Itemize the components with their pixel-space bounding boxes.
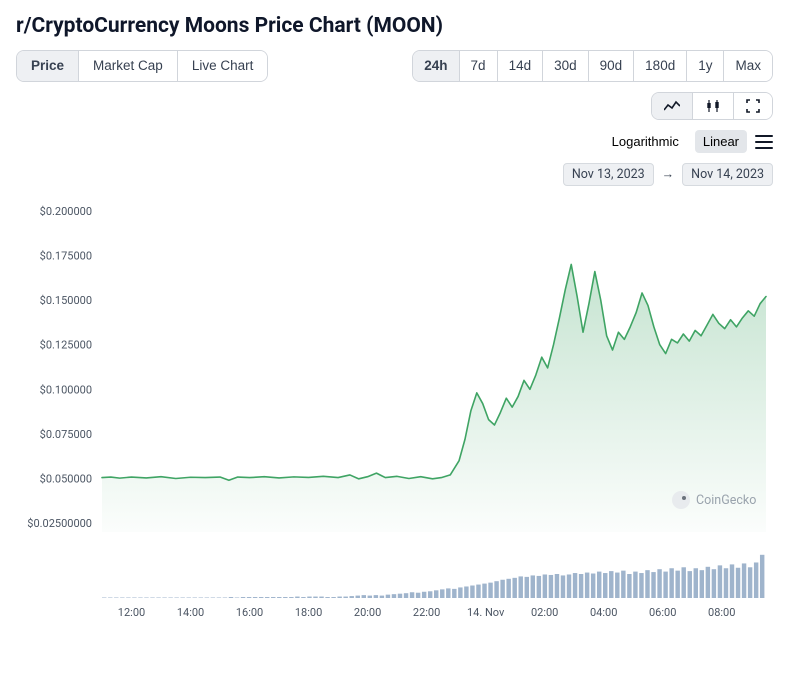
svg-text:$0.125000: $0.125000 <box>40 339 92 352</box>
toolbar: PriceMarket CapLive Chart 24h7d14d30d90d… <box>16 50 773 82</box>
coingecko-logo: CoinGecko <box>672 491 756 509</box>
date-range: Nov 13, 2023 → Nov 14, 2023 <box>563 163 773 186</box>
svg-text:CoinGecko: CoinGecko <box>696 493 756 508</box>
svg-text:$0.02500000: $0.02500000 <box>27 517 92 530</box>
date-from[interactable]: Nov 13, 2023 <box>563 163 654 186</box>
svg-text:12:00: 12:00 <box>118 606 145 619</box>
svg-text:04:00: 04:00 <box>590 606 617 619</box>
svg-text:02:00: 02:00 <box>531 606 558 619</box>
candlestick-icon[interactable] <box>693 93 734 119</box>
svg-text:14:00: 14:00 <box>177 606 204 619</box>
view-tab-live-chart[interactable]: Live Chart <box>178 51 268 81</box>
chart-style-group <box>651 92 773 120</box>
timeframe-90d[interactable]: 90d <box>589 51 635 81</box>
view-tab-market-cap[interactable]: Market Cap <box>79 51 178 81</box>
svg-text:$0.150000: $0.150000 <box>40 294 92 307</box>
view-tab-price[interactable]: Price <box>17 51 79 81</box>
chart-menu-icon[interactable] <box>755 135 773 149</box>
svg-text:$0.050000: $0.050000 <box>40 473 92 486</box>
line-chart-icon[interactable] <box>652 93 693 119</box>
page-title: r/CryptoCurrency Moons Price Chart (MOON… <box>16 14 773 38</box>
svg-text:$0.200000: $0.200000 <box>40 205 92 218</box>
view-tabs: PriceMarket CapLive Chart <box>16 50 268 82</box>
timeframe-7d[interactable]: 7d <box>460 51 498 81</box>
timeframe-30d[interactable]: 30d <box>543 51 589 81</box>
price-chart[interactable]: $0.02500000 $0.050000 $0.075000 $0.100000 $0… <box>16 192 773 660</box>
timeframe-14d[interactable]: 14d <box>498 51 544 81</box>
date-to[interactable]: Nov 14, 2023 <box>682 163 773 186</box>
arrow-right-icon: → <box>662 167 675 182</box>
timeframe-1y[interactable]: 1y <box>687 51 724 81</box>
scale-toggle: Logarithmic Linear <box>604 130 773 153</box>
timeframe-180d[interactable]: 180d <box>634 51 687 81</box>
svg-text:$0.075000: $0.075000 <box>40 428 92 441</box>
timeframe-max[interactable]: Max <box>724 51 772 81</box>
svg-text:20:00: 20:00 <box>354 606 381 619</box>
svg-text:14. Nov: 14. Nov <box>467 606 505 619</box>
svg-text:$0.175000: $0.175000 <box>40 250 92 263</box>
svg-text:18:00: 18:00 <box>295 606 322 619</box>
timeframe-24h[interactable]: 24h <box>413 51 459 81</box>
svg-text:16:00: 16:00 <box>236 606 263 619</box>
svg-text:22:00: 22:00 <box>413 606 440 619</box>
svg-text:$0.100000: $0.100000 <box>40 383 92 396</box>
timeframe-tabs: 24h7d14d30d90d180d1yMax <box>412 50 773 82</box>
svg-text:08:00: 08:00 <box>708 606 735 619</box>
fullscreen-icon[interactable] <box>734 93 772 119</box>
logarithmic-button[interactable]: Logarithmic <box>604 130 687 153</box>
linear-button[interactable]: Linear <box>695 130 747 153</box>
svg-text:06:00: 06:00 <box>649 606 676 619</box>
